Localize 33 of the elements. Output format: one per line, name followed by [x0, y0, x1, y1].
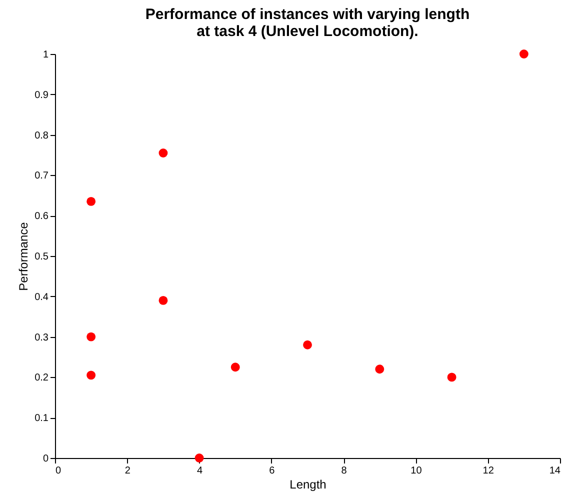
- point: [519, 50, 528, 58]
- x-tick-label: 8: [341, 466, 348, 476]
- y-tick-label: 0.2: [34, 372, 49, 384]
- point: [194, 454, 204, 462]
- point: [158, 148, 168, 158]
- y-tick-label: 0.5: [34, 252, 49, 262]
- point: [86, 196, 96, 206]
- x-tick-label: 14: [549, 466, 561, 476]
- point: [447, 372, 456, 382]
- point: [86, 370, 96, 380]
- y-tick-label: 0.3: [34, 332, 49, 344]
- y-tick-label: 0.6: [34, 211, 49, 222]
- y-tick-label: 0.4: [34, 292, 49, 303]
- point: [375, 364, 384, 374]
- x-tick-label: 0: [56, 466, 62, 476]
- y-tick-label: 0: [42, 454, 49, 464]
- x-tick-label: 12: [482, 466, 494, 476]
- chart-title: Performance of instances with varying length at task 4 (Unlevel Locomotion).: [145, 6, 470, 40]
- point: [303, 340, 312, 350]
- y-tick-label: 0.1: [34, 413, 49, 424]
- y-axis-title: Performance: [16, 222, 31, 291]
- point: [230, 362, 240, 372]
- y-tick-label: 0.7: [34, 170, 49, 182]
- x-tick-label: 10: [410, 466, 422, 476]
- x-tick-label: 6: [269, 466, 276, 476]
- y-tick-label: 0.8: [34, 130, 49, 142]
- x-axis-title: Length: [290, 478, 326, 492]
- y-tick-label: 1: [42, 50, 49, 60]
- y-tick-label: 0.9: [34, 90, 49, 101]
- point: [86, 332, 96, 342]
- point: [158, 296, 168, 305]
- x-tick-label: 4: [197, 466, 204, 476]
- x-tick-label: 2: [124, 466, 131, 476]
